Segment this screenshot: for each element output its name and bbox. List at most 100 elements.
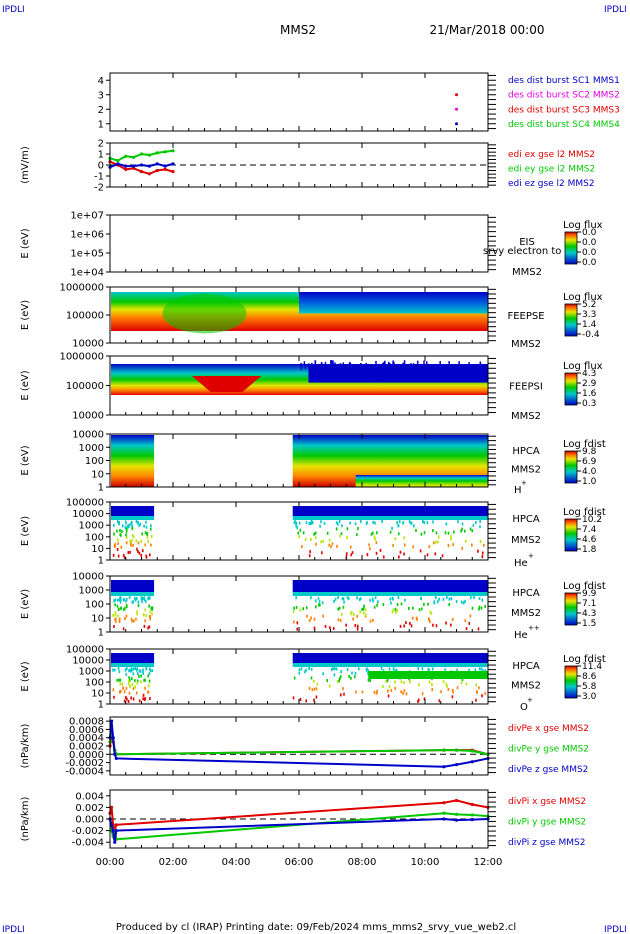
series-point [163,164,167,168]
instrument-label: HPCA [512,661,540,672]
feepsi-noise [351,363,354,368]
hpca-o-pixel [481,694,483,698]
hpca-he-pixel [145,554,148,558]
feepsi-noise [479,362,482,367]
hpca-he-pixel [398,520,401,524]
hpca-he-pixel [419,549,422,553]
hpca-he2-pixel [428,618,430,622]
hpca-he-pixel [399,550,402,554]
y-tick-label: 1e+05 [70,249,104,260]
hpca-he2-pixel [362,607,365,611]
series-point [470,802,474,807]
hpca-he2-pixel [337,596,339,600]
hpca-he2-pixel [148,625,151,629]
hpca-o-pixel [127,699,130,703]
hpca-he-pixel [140,539,143,543]
series-point [116,162,120,166]
hpca-he2-pixel [391,610,394,614]
hpca-he2-pixel [400,602,403,606]
hpca-he-pixel [308,521,311,525]
hpca-he2-pixel [409,621,411,625]
hpca-o-pixel [446,684,448,688]
hpca-he2-pixel [130,617,133,621]
hpca-he2-pixel [442,597,445,601]
hpca-o-pixel [394,680,396,684]
colorbar-tick-label: 7.4 [582,525,597,535]
hpca-he-pixel [137,550,139,554]
hpca-he2-pixel [445,621,447,625]
hpca-he-pixel [135,520,138,524]
hpca-he2-pixel [410,624,413,628]
hpca-he2-pixel [339,619,342,623]
hpca-he-pixel [423,521,426,525]
hpca-he-pixel [397,532,400,536]
hpca-he-pixel [126,524,129,528]
hpca-he-pixel [295,524,297,528]
y-axis-label: E (eV) [20,661,31,691]
colorbar-title: Log flux [563,292,603,303]
feepsi-blue-band [308,364,488,383]
hpca-o-pixel [474,668,477,672]
hpca-o-pixel [147,674,149,678]
hpca-he2-pixel [299,608,301,612]
hpca-o-pixel [343,692,345,696]
hpca-he-pixel [403,543,406,547]
hpca-o-pixel [112,668,114,672]
hpca-he2-pixel [144,608,147,612]
hpca-he2-pixel [356,627,359,631]
hpca-he-pixel [398,555,400,559]
hpca-o-pixel [475,683,477,687]
hpca-he-pixel [323,521,326,525]
series-point [114,823,118,827]
y-tick-label: 2 [98,139,104,150]
y-tick-label: 1 [98,628,104,639]
hpca-o-pixel [440,690,442,694]
hpca-he-pixel [461,522,464,526]
hpca-o-pixel [148,679,151,683]
feepsi-noise [314,360,317,365]
hpca-h-block-1 [111,435,155,487]
hpca-o-pixel [380,667,383,671]
feepsi-noise [440,365,442,370]
hpca-he-pixel [309,521,312,525]
hpca-he2-top-1 [111,580,155,592]
hpca-he-pixel [141,532,143,536]
colorbar [564,450,578,484]
hpca-o-pixel [129,668,132,672]
hpca-o-pixel [128,676,130,680]
species-charge-label: + [528,552,534,560]
hpca-he2-pixel [123,597,125,601]
hpca-he-pixel [413,524,415,528]
feepsi-noise [328,366,330,371]
colorbar-title: Log fdist [563,507,606,518]
colorbar-title: Log fdist [563,439,606,450]
series-point [171,170,175,174]
hpca-o-pixel [431,683,433,687]
hpca-he2-pixel [149,610,152,614]
y-tick-label: 1000000 [59,352,104,363]
hpca-he-pixel [145,520,147,524]
colorbar-title: Log flux [563,361,603,372]
y-tick-label: 10 [91,689,104,700]
hpca-o-pixel [299,697,302,701]
hpca-o-pixel [478,667,481,671]
hpca-he2-pixel [143,596,146,600]
colorbar [564,231,578,265]
hpca-he2-pixel [372,599,374,603]
hpca-he2-pixel [352,617,354,621]
hpca-he2-pixel [346,596,349,600]
hpca-he2-pixel [396,608,399,612]
x-tick-label: 12:00 [474,857,503,868]
hpca-o-pixel [403,681,405,685]
hpca-o-pixel [346,668,349,672]
series-point [113,840,117,844]
hpca-o-pixel [326,679,328,683]
y-tick-label: -0.002 [72,826,104,837]
hpca-o-pixel [148,667,151,671]
hpca-he2-pixel [293,620,295,624]
hpca-he-pixel [136,521,139,525]
hpca-o-pixel [305,668,307,672]
colorbar-tick-label: 3.0 [582,692,597,702]
hpca-he-pixel [335,527,338,531]
hpca-he-pixel [435,531,438,535]
